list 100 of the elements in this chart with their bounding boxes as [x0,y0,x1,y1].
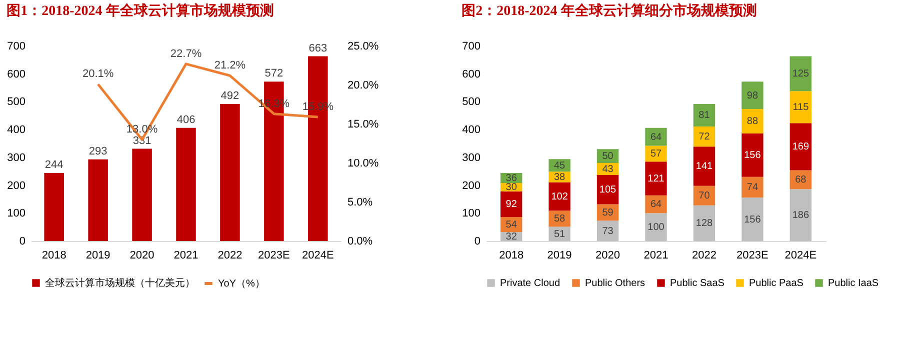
data-label: 54 [506,220,518,231]
x-tick-label: 2018 [499,250,524,262]
legend-label: Private Cloud [500,278,560,289]
data-label: 21.2% [214,60,246,72]
legend-label: YoY（%） [218,278,265,290]
x-tick-label: 2023E [736,250,768,262]
bar [693,104,716,127]
bar [548,182,570,211]
legend-label: Public IaaS [828,278,879,289]
data-label: 20.1% [82,68,114,80]
data-label: 244 [44,159,64,172]
bar [790,91,812,124]
x-tick-label: 2020 [130,250,154,262]
y2-tick-label: 20.0% [348,80,379,92]
bar [44,173,64,241]
bar [790,56,812,92]
data-label: 105 [599,184,617,196]
data-label: 115 [792,102,810,114]
y2-tick-label: 25.0% [348,40,379,52]
data-label: 121 [648,173,665,184]
data-label: 100 [648,222,665,234]
legend-label: Public PaaS [749,278,804,289]
data-label: 156 [744,150,762,162]
data-label: 128 [696,218,714,230]
y2-tick-label: 15.0% [348,118,379,130]
y-tick-label: 400 [7,124,26,136]
x-tick-label: 2022 [692,250,716,262]
legend-label: Public SaaS [670,278,725,289]
data-label: 68 [795,174,807,186]
data-label: 156 [744,214,762,226]
data-label: 293 [88,145,108,158]
x-tick-label: 2022 [218,250,242,262]
bar [742,176,764,198]
data-label: 141 [696,161,714,172]
bar [790,189,812,241]
data-label: 36 [506,173,518,184]
bar [645,146,667,162]
bar [645,162,667,196]
y-tick-label: 700 [462,40,480,52]
y-tick-label: 600 [462,68,480,80]
y-tick-label: 0 [474,236,480,248]
data-label: 32 [506,232,518,243]
data-label: 64 [650,132,662,143]
y-tick-label: 0 [19,236,26,248]
data-label: 73 [602,226,614,237]
data-label: 58 [554,214,566,225]
data-label: 50 [602,151,614,162]
data-label: 57 [650,148,662,160]
legend-label: 全球云计算市场规模（十亿美元） [45,277,195,289]
bar [742,133,764,177]
data-label: 102 [551,191,568,202]
chart-title: 图1：2018-2024 年全球云计算市场规模预测 [6,2,274,19]
data-label: 88 [746,116,758,128]
data-label: 572 [264,68,284,80]
bar [790,123,812,170]
data-label: 51 [554,228,566,240]
y-tick-label: 400 [462,124,480,136]
x-tick-label: 2024E [302,250,334,262]
data-label: 125 [792,68,810,80]
data-label: 70 [698,190,710,202]
data-label: 38 [554,172,566,183]
data-label: 169 [792,142,810,153]
bar [500,191,522,218]
y2-tick-label: 10.0% [348,158,379,170]
data-label: 45 [554,160,566,172]
data-label: 663 [308,42,328,54]
x-tick-label: 2021 [174,250,198,262]
x-tick-label: 2024E [784,250,817,262]
y-tick-label: 300 [7,152,26,164]
x-tick-label: 2023E [258,250,290,262]
y-tick-label: 300 [462,152,480,164]
bar [693,186,716,206]
y2-tick-label: 0.0% [348,236,373,248]
bar [693,205,716,241]
bar [88,159,108,241]
bar [132,148,152,241]
data-label: 92 [506,199,518,210]
chart-title: 图2：2018-2024 年全球云计算细分市场规模预测 [462,2,757,19]
x-tick-label: 2018 [42,250,66,262]
data-label: 492 [220,90,240,102]
bar [176,128,196,241]
bar [742,108,764,134]
data-label: 64 [650,199,662,210]
y-tick-label: 100 [462,208,480,220]
y-tick-label: 500 [462,96,480,108]
data-label: 72 [698,132,710,143]
y-tick-label: 500 [7,96,26,108]
data-label: 81 [698,110,710,122]
y-tick-label: 200 [462,180,480,192]
data-label: 406 [176,114,196,126]
data-label: 74 [746,182,758,194]
bar [596,220,619,241]
x-tick-label: 2021 [644,250,668,262]
y-tick-label: 600 [7,68,26,80]
x-tick-label: 2020 [596,250,620,262]
y-tick-label: 700 [7,40,26,52]
y-tick-label: 200 [7,180,26,192]
y2-tick-label: 5.0% [348,196,373,208]
bar [548,210,570,227]
x-tick-label: 2019 [86,250,110,262]
